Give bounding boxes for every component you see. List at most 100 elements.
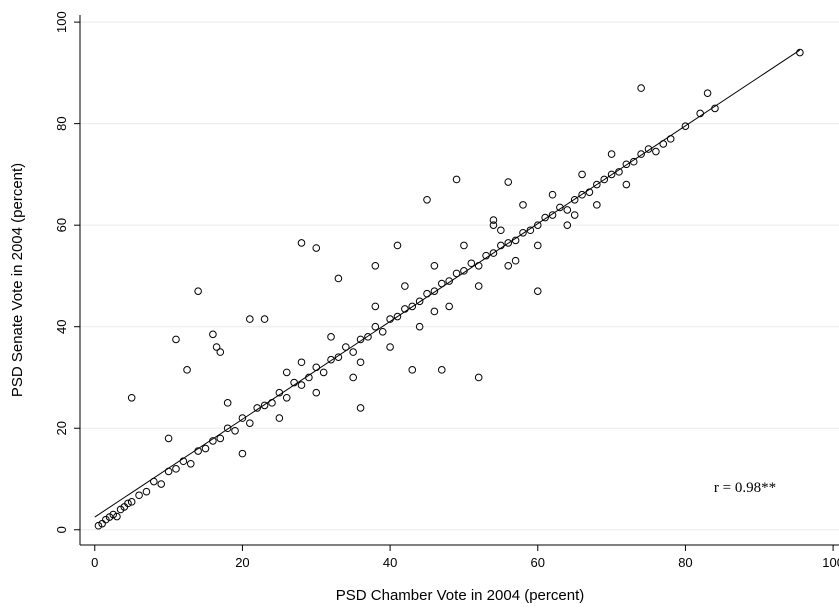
point (378, 327, 387, 336)
point (489, 221, 498, 229)
point (268, 399, 276, 407)
point (548, 211, 557, 219)
point (157, 480, 166, 488)
point (533, 287, 542, 295)
point (622, 180, 631, 189)
point (563, 221, 572, 229)
point (172, 335, 180, 344)
point (297, 381, 306, 389)
fit-line (94, 49, 801, 518)
point (319, 368, 328, 377)
point (312, 244, 321, 252)
point (519, 201, 527, 209)
point (223, 424, 232, 433)
x-tick-label: 0 (91, 555, 98, 570)
point (519, 228, 527, 237)
point (489, 216, 498, 224)
point (164, 434, 173, 443)
point (489, 249, 498, 257)
point (452, 175, 461, 184)
point (246, 315, 254, 323)
y-tick-label: 60 (54, 218, 69, 232)
point (327, 355, 335, 364)
point (142, 487, 151, 496)
point (209, 330, 217, 339)
point (504, 178, 513, 186)
point (312, 363, 321, 372)
point (408, 302, 417, 311)
point (371, 302, 380, 311)
point (703, 89, 712, 97)
point (622, 160, 631, 169)
point (327, 333, 335, 341)
point (430, 287, 439, 295)
x-tick-label: 60 (531, 555, 545, 570)
point (593, 201, 601, 209)
point (260, 401, 269, 410)
point (135, 491, 143, 500)
point (356, 358, 365, 367)
point (393, 241, 402, 250)
point (216, 434, 225, 443)
point (127, 393, 136, 402)
point (364, 333, 372, 341)
point (415, 297, 424, 306)
point (637, 150, 645, 158)
point (504, 239, 513, 247)
x-tick-label: 100 (822, 555, 839, 570)
point (349, 348, 357, 356)
point (238, 414, 247, 422)
point (349, 373, 357, 382)
point (423, 195, 431, 204)
point (556, 203, 564, 212)
point (600, 175, 609, 184)
x-axis-title: PSD Chamber Vote in 2004 (percent) (336, 587, 584, 604)
point (260, 315, 269, 323)
point (430, 261, 439, 270)
point (297, 239, 306, 247)
point (223, 399, 232, 407)
point (541, 213, 549, 222)
point (216, 348, 225, 356)
point (504, 261, 513, 270)
point (275, 414, 284, 422)
point (593, 180, 601, 189)
point (297, 358, 306, 367)
x-tick-label: 20 (235, 555, 249, 570)
point (474, 282, 483, 290)
point (652, 147, 660, 156)
point (637, 84, 645, 92)
point (334, 353, 343, 361)
point (445, 277, 453, 285)
point (408, 366, 417, 374)
y-tick-label: 40 (54, 319, 69, 333)
point (445, 302, 453, 311)
point (183, 366, 191, 374)
point (238, 449, 247, 458)
point (113, 512, 121, 521)
point (437, 366, 446, 374)
point (124, 499, 132, 508)
point (246, 419, 254, 427)
x-tick-label: 80 (678, 555, 692, 570)
point (231, 426, 239, 435)
point (563, 206, 572, 214)
point (212, 343, 221, 351)
point (497, 226, 505, 235)
y-tick-label: 80 (54, 116, 69, 130)
point (386, 343, 394, 351)
point (334, 274, 343, 283)
point (371, 261, 380, 270)
point (511, 256, 520, 265)
y-axis-title: PSD Senate Vote in 2004 (percent) (9, 163, 26, 397)
point (282, 368, 291, 377)
point (430, 307, 439, 316)
point (253, 404, 261, 412)
x-tick-label: 40 (383, 555, 397, 570)
point (127, 498, 136, 506)
point (201, 444, 210, 453)
point (644, 145, 653, 153)
point (681, 122, 690, 130)
point (172, 465, 180, 473)
